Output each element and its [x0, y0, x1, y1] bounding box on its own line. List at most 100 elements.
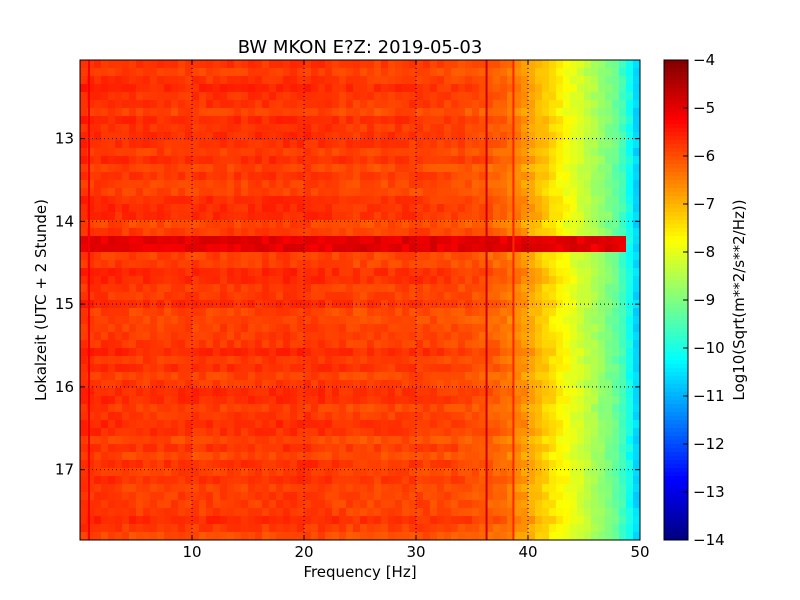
heatmap-cell [227, 372, 235, 381]
heatmap-cell [395, 332, 403, 341]
heatmap-cell [633, 308, 641, 317]
heatmap-cell [325, 124, 333, 133]
heatmap-cell [234, 460, 242, 469]
heatmap-cell [255, 388, 263, 397]
heatmap-cell [220, 188, 228, 197]
heatmap-cell [339, 108, 347, 117]
heatmap-cell [157, 260, 165, 269]
heatmap-cell [619, 388, 627, 397]
heatmap-cell [248, 332, 256, 341]
heatmap-cell [570, 444, 578, 453]
colorbar-segment [664, 180, 688, 185]
heatmap-cell [192, 252, 200, 261]
heatmap-cell [346, 420, 354, 429]
heatmap-cell [115, 236, 123, 245]
heatmap-cell [94, 524, 102, 533]
heatmap-cell [507, 228, 515, 237]
heatmap-cell [444, 292, 452, 301]
heatmap-cell [276, 204, 284, 213]
heatmap-cell [199, 108, 207, 117]
heatmap-cell [255, 356, 263, 365]
heatmap-cell [409, 308, 417, 317]
heatmap-cell [507, 92, 515, 101]
heatmap-cell [402, 236, 410, 245]
heatmap-cell [129, 388, 137, 397]
heatmap-cell [402, 524, 410, 533]
heatmap-cell [192, 340, 200, 349]
heatmap-cell [486, 148, 494, 157]
heatmap-cell [612, 108, 620, 117]
heatmap-cell [556, 228, 564, 237]
heatmap-cell [556, 188, 564, 197]
heatmap-cell [514, 196, 522, 205]
heatmap-cell [248, 228, 256, 237]
heatmap-cell [325, 372, 333, 381]
heatmap-cell [409, 172, 417, 181]
heatmap-cell [171, 164, 179, 173]
heatmap-cell [129, 100, 137, 109]
heatmap-cells [80, 60, 641, 541]
heatmap-cell [150, 308, 158, 317]
heatmap-cell [542, 196, 550, 205]
colorbar-segment [664, 468, 688, 473]
heatmap-cell [94, 236, 102, 245]
heatmap-cell [626, 172, 634, 181]
heatmap-cell [206, 420, 214, 429]
heatmap-cell [465, 100, 473, 109]
heatmap-cell [360, 244, 368, 253]
heatmap-cell [479, 92, 487, 101]
heatmap-cell [535, 60, 543, 69]
heatmap-cell [465, 268, 473, 277]
heatmap-cell [283, 516, 291, 525]
heatmap-cell [493, 180, 501, 189]
heatmap-cell [150, 180, 158, 189]
heatmap-cell [598, 332, 606, 341]
heatmap-cell [472, 268, 480, 277]
heatmap-cell [556, 68, 564, 77]
heatmap-cell [493, 228, 501, 237]
heatmap-cell [136, 92, 144, 101]
heatmap-cell [472, 220, 480, 229]
heatmap-cell [220, 332, 228, 341]
heatmap-cell [514, 260, 522, 269]
heatmap-cell [248, 108, 256, 117]
heatmap-cell [591, 316, 599, 325]
heatmap-cell [325, 396, 333, 405]
colorbar-segment [664, 336, 688, 341]
heatmap-cell [416, 148, 424, 157]
heatmap-cell [269, 508, 277, 517]
heatmap-cell [332, 452, 340, 461]
heatmap-cell [143, 116, 151, 125]
heatmap-cell [80, 308, 88, 317]
heatmap-cell [402, 516, 410, 525]
heatmap-cell [556, 524, 564, 533]
heatmap-cell [381, 516, 389, 525]
heatmap-cell [367, 180, 375, 189]
heatmap-cell [178, 324, 186, 333]
heatmap-cell [535, 204, 543, 213]
heatmap-cell [402, 244, 410, 253]
heatmap-cell [213, 196, 221, 205]
heatmap-cell [94, 428, 102, 437]
heatmap-cell [80, 84, 88, 93]
heatmap-cell [367, 148, 375, 157]
heatmap-cell [311, 460, 319, 469]
heatmap-cell [549, 148, 557, 157]
heatmap-cell [262, 380, 270, 389]
heatmap-cell [206, 436, 214, 445]
heatmap-cell [199, 460, 207, 469]
heatmap-cell [304, 380, 312, 389]
heatmap-cell [199, 180, 207, 189]
heatmap-cell [290, 396, 298, 405]
heatmap-cell [157, 492, 165, 501]
heatmap-cell [129, 428, 137, 437]
heatmap-cell [381, 276, 389, 285]
heatmap-cell [598, 460, 606, 469]
heatmap-cell [269, 60, 277, 69]
heatmap-cell [332, 372, 340, 381]
heatmap-cell [80, 172, 88, 181]
heatmap-cell [290, 84, 298, 93]
heatmap-cell [535, 500, 543, 509]
heatmap-cell [388, 380, 396, 389]
heatmap-cell [80, 252, 88, 261]
